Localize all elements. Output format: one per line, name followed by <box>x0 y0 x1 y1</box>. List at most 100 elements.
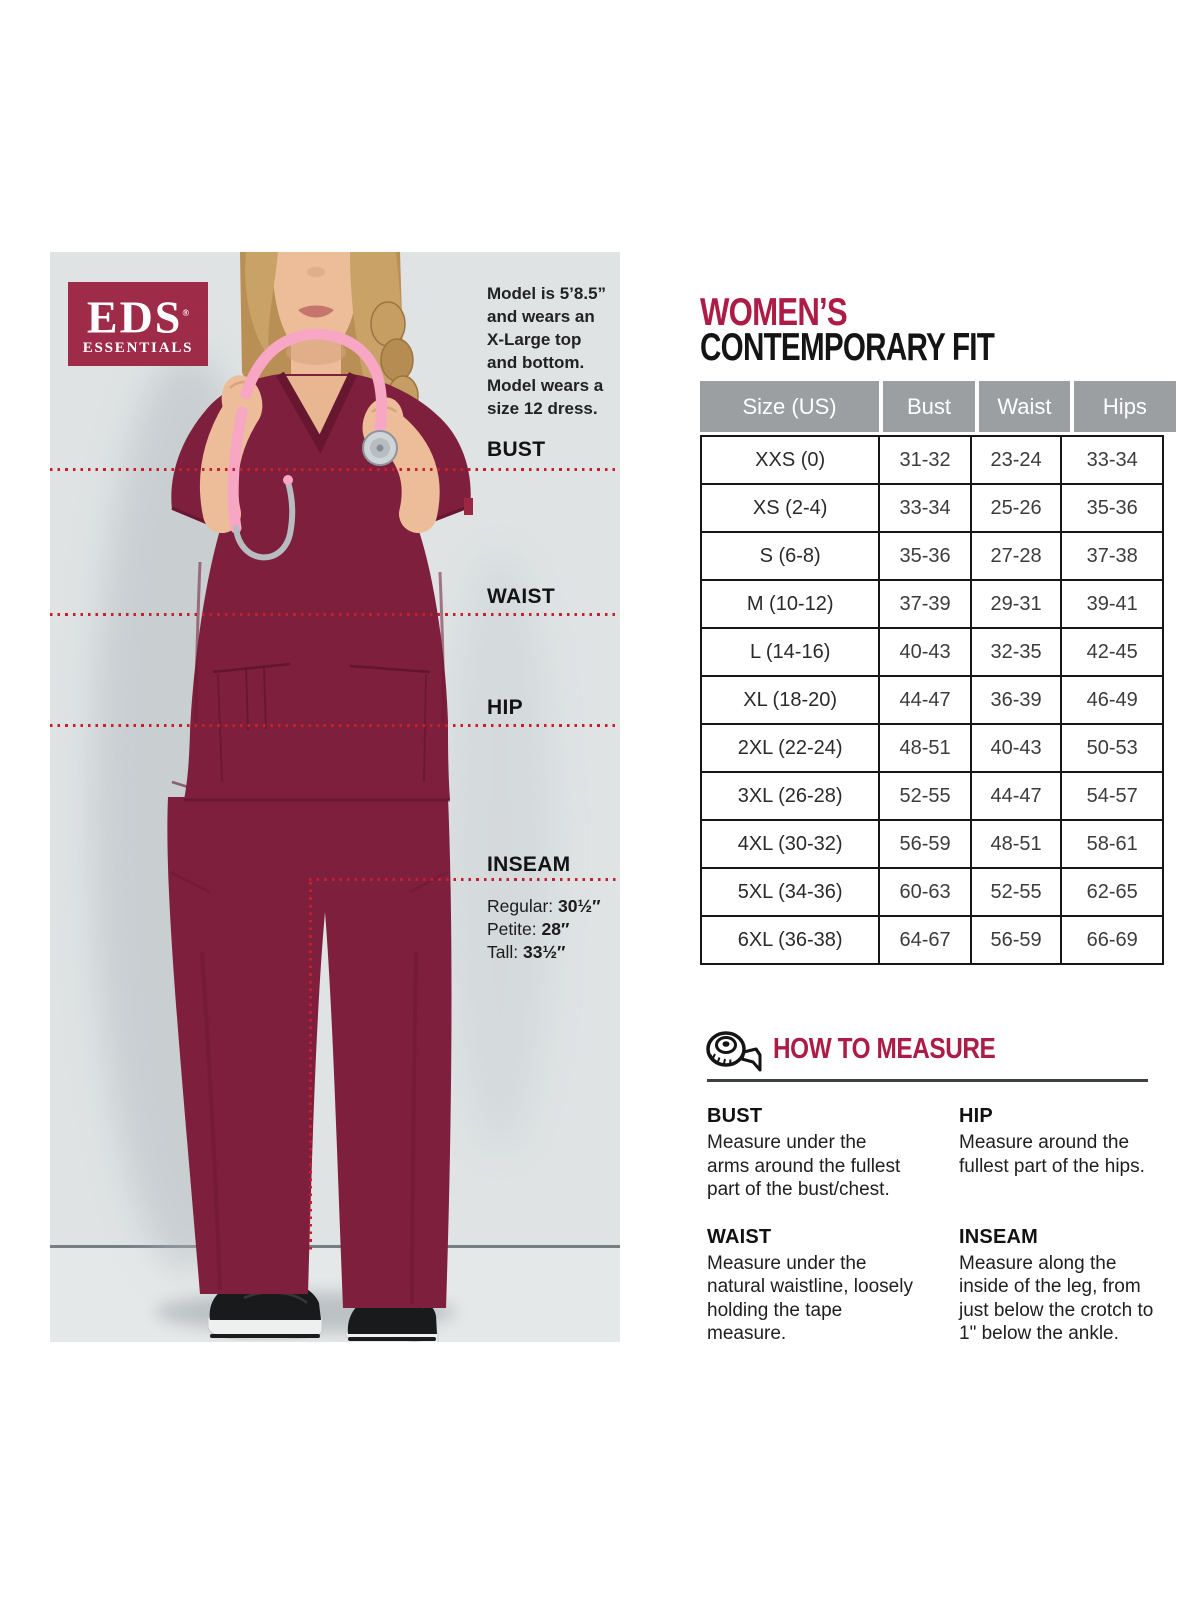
measurement-cell: 35-36 <box>1060 483 1164 533</box>
measurement-cell: 39-41 <box>1060 579 1164 629</box>
measure-item-text: Measure under the natural waistline, loo… <box>707 1252 913 1345</box>
inseam-options: Regular: 30½″ Petite: 28″ Tall: 33½″ <box>487 895 600 964</box>
inseam-option: Tall: 33½″ <box>487 942 566 962</box>
measurement-cell: 46-49 <box>1060 675 1164 725</box>
registered-mark: ® <box>182 307 190 318</box>
brand-name: EDS® <box>86 291 190 343</box>
table-row: XL (18-20) 44-47 36-39 46-49 <box>699 675 1164 725</box>
measurement-cell: 44-47 <box>969 771 1063 821</box>
size-cell: 5XL (34-36) <box>699 867 881 917</box>
brand-subname: ESSENTIALS <box>82 340 194 357</box>
measurement-cell: 44-47 <box>878 675 972 725</box>
measurement-cell: 52-55 <box>878 771 972 821</box>
measurement-cell: 23-24 <box>969 435 1063 485</box>
size-table-header: Size (US) Bust Waist Hips <box>700 381 1176 432</box>
measure-item-waist: WAIST Measure under the natural waistline… <box>707 1226 959 1346</box>
size-cell: XS (2-4) <box>699 483 881 533</box>
bust-guide-line <box>50 468 620 471</box>
measurement-cell: 54-57 <box>1060 771 1164 821</box>
model-note: Model is 5’8.5” and wears an X-Large top… <box>487 284 607 418</box>
brand-logo: EDS® ESSENTIALS <box>68 282 208 366</box>
measurement-cell: 62-65 <box>1060 867 1164 917</box>
measure-item-title: HIP <box>959 1105 993 1127</box>
measurement-cell: 58-61 <box>1060 819 1164 869</box>
measurement-cell: 37-38 <box>1060 531 1164 581</box>
measurement-cell: 66-69 <box>1060 915 1164 965</box>
table-row: M (10-12) 37-39 29-31 39-41 <box>699 579 1164 629</box>
size-cell: L (14-16) <box>699 627 881 677</box>
measurement-cell: 27-28 <box>969 531 1063 581</box>
measurement-cell: 33-34 <box>1060 435 1164 485</box>
measure-item-text: Measure along the inside of the leg, fro… <box>959 1252 1154 1345</box>
measurement-cell: 48-51 <box>969 819 1063 869</box>
measure-item-text: Measure under the arms around the fulles… <box>707 1132 901 1200</box>
measure-item-title: BUST <box>707 1105 763 1127</box>
size-cell: 4XL (30-32) <box>699 819 881 869</box>
table-row: XS (2-4) 33-34 25-26 35-36 <box>699 483 1164 533</box>
column-header: Waist <box>978 381 1070 432</box>
size-table-body: XXS (0) 31-32 23-24 33-34 XS (2-4) 33-34 25-26… <box>699 435 1164 965</box>
measurement-cell: 56-59 <box>969 915 1063 965</box>
size-cell: XXS (0) <box>699 435 881 485</box>
measurement-cell: 31-32 <box>878 435 972 485</box>
table-row: S (6-8) 35-36 27-28 37-38 <box>699 531 1164 581</box>
measurement-cell: 60-63 <box>878 867 972 917</box>
measure-item-title: INSEAM <box>959 1225 1038 1248</box>
measurement-cell: 35-36 <box>878 531 972 581</box>
measurement-cell: 56-59 <box>878 819 972 869</box>
size-cell: S (6-8) <box>699 531 881 581</box>
table-row: XXS (0) 31-32 23-24 33-34 <box>699 435 1164 485</box>
measurement-cell: 29-31 <box>969 579 1063 629</box>
hip-label: HIP <box>487 696 523 719</box>
measurement-cell: 42-45 <box>1060 627 1164 677</box>
measure-item-inseam: INSEAM Measure along the inside of the le… <box>959 1226 1177 1346</box>
measure-item-title: WAIST <box>707 1225 772 1248</box>
inseam-guide-line <box>309 878 620 881</box>
table-row: 3XL (26-28) 52-55 44-47 54-57 <box>699 771 1164 821</box>
measurement-cell: 37-39 <box>878 579 972 629</box>
hip-guide-line <box>50 724 620 727</box>
chart-title-line1: WOMEN’S <box>700 291 848 334</box>
measurement-cell: 64-67 <box>878 915 972 965</box>
inseam-label: INSEAM <box>487 853 571 876</box>
column-header: Size (US) <box>700 381 880 432</box>
measure-item-hip: HIP Measure around the fullest part of th… <box>959 1105 1177 1202</box>
divider-rule <box>707 1079 1148 1082</box>
measurement-cell: 48-51 <box>878 723 972 773</box>
inseam-option: Regular: 30½″ <box>487 896 601 916</box>
column-header: Bust <box>883 381 975 432</box>
measurement-cell: 32-35 <box>969 627 1063 677</box>
table-row: 6XL (36-38) 64-67 56-59 66-69 <box>699 915 1164 965</box>
how-to-measure-heading: HOW TO MEASURE <box>773 1033 996 1065</box>
chart-title: WOMEN’S CONTEMPORARY FIT <box>700 291 1087 369</box>
measure-grid: BUST Measure under the arms around the fu… <box>707 1105 1177 1346</box>
measure-item-bust: BUST Measure under the arms around the fu… <box>707 1105 959 1202</box>
chart-title-line2: CONTEMPORARY FIT <box>700 326 995 369</box>
measurement-cell: 40-43 <box>969 723 1063 773</box>
waist-guide-line <box>50 613 620 616</box>
measurement-cell: 25-26 <box>969 483 1063 533</box>
inseam-vertical-guide-line <box>309 882 312 1254</box>
size-cell: 6XL (36-38) <box>699 915 881 965</box>
measurement-cell: 52-55 <box>969 867 1063 917</box>
waist-label: WAIST <box>487 585 555 608</box>
measurement-cell: 40-43 <box>878 627 972 677</box>
measure-item-text: Measure around the fullest part of the h… <box>959 1132 1145 1177</box>
table-row: 2XL (22-24) 48-51 40-43 50-53 <box>699 723 1164 773</box>
measurement-cell: 36-39 <box>969 675 1063 725</box>
model-photo <box>50 252 620 1342</box>
inseam-option: Petite: 28″ <box>487 919 570 939</box>
size-cell: 3XL (26-28) <box>699 771 881 821</box>
table-row: L (14-16) 40-43 32-35 42-45 <box>699 627 1164 677</box>
size-cell: M (10-12) <box>699 579 881 629</box>
table-row: 5XL (34-36) 60-63 52-55 62-65 <box>699 867 1164 917</box>
measurement-cell: 33-34 <box>878 483 972 533</box>
model-photo-panel: EDS® ESSENTIALS Model is 5’8.5” and wear… <box>50 252 620 1342</box>
bust-label: BUST <box>487 438 546 461</box>
tape-measure-icon <box>706 1031 762 1072</box>
size-table: Size (US) Bust Waist Hips XXS (0) 31-32 23-24… <box>699 381 1176 965</box>
size-cell: XL (18-20) <box>699 675 881 725</box>
size-cell: 2XL (22-24) <box>699 723 881 773</box>
column-header: Hips <box>1073 381 1176 432</box>
